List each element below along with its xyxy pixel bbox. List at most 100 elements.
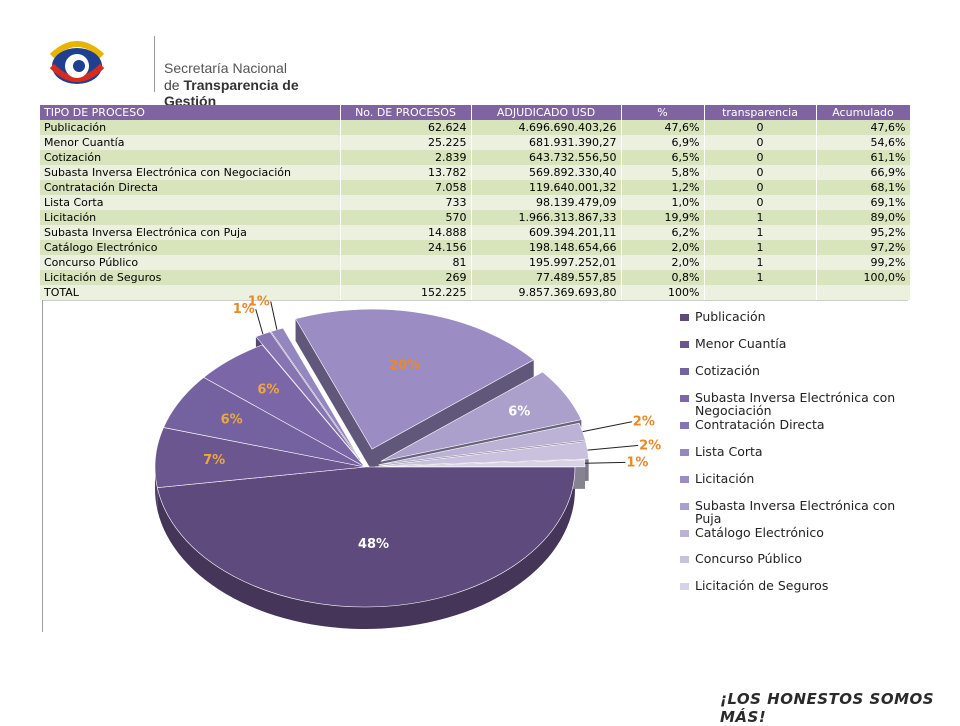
pie-leader-line [587,444,639,451]
pie-slice [270,327,360,459]
table-row: Publicación 62.624 4.696.690.403,26 47,6% 0 4… [40,120,911,135]
table-cell: TOTAL [40,285,341,300]
table-cell: 1 [704,225,817,240]
table-cell: 1,0% [621,195,705,210]
table-cell: 0,8% [621,270,705,285]
pie-data-label: 1% [626,455,648,470]
table-cell: 25.225 [340,135,472,150]
eye-logo-icon [49,41,105,84]
chart-border [42,300,43,632]
pie-data-label: 1% [233,302,255,317]
pie-leader-line [270,301,278,330]
table-cell: Menor Cuantía [40,135,341,150]
table-row: Concurso Público 81 195.997.252,01 2,0% 1 99,… [40,255,911,270]
table-cell: 0 [704,150,817,165]
legend-swatch [680,583,689,590]
legend-swatch [680,395,689,402]
legend-swatch [680,314,689,321]
column-header: % [621,105,705,120]
table-cell: 68,1% [816,180,911,195]
table-cell: Contratación Directa [40,180,341,195]
legend-swatch [680,368,689,375]
table-cell: 1,2% [621,180,705,195]
pie-data-label: 48% [358,537,389,552]
slogan: ¡LOS HONESTOS SOMOS MÁS! [720,690,935,726]
table-cell: Subasta Inversa Electrónica con Negociac… [40,165,341,180]
legend-label: Licitación [695,471,755,486]
legend-swatch [680,503,689,510]
table-cell: 1 [704,255,817,270]
table-cell: 24.156 [340,240,472,255]
table-cell: 733 [340,195,472,210]
pie-slice-face [372,359,534,472]
table-cell: 152.225 [340,285,472,300]
legend-swatch [680,422,689,429]
table-cell: 6,5% [621,150,705,165]
table-cell: 99,2% [816,255,911,270]
logo-divider [154,36,155,92]
table-cell: 1.966.313.867,33 [471,210,622,225]
column-header: No. DE PROCESOS [340,105,472,120]
process-table: TIPO DE PROCESO No. DE PROCESOS ADJUDICA… [40,105,911,300]
column-header: ADJUDICADO USD [471,105,622,120]
table-cell: 97,2% [816,240,911,255]
column-header: Acumulado [816,105,911,120]
table-cell: 6,9% [621,135,705,150]
table-row: Lista Corta 733 98.139.479,09 1,0% 0 69,1% [40,195,911,210]
table-cell: 119.640.001,32 [471,180,622,195]
table-cell: 195.997.252,01 [471,255,622,270]
table-cell: 47,6% [816,120,911,135]
legend-label: Catálogo Electrónico [695,525,824,540]
pie-data-label: 6% [257,382,279,397]
table-cell: 198.148.654,66 [471,240,622,255]
legend-label: Publicación [695,309,766,324]
table-cell: 19,9% [621,210,705,225]
chart-border [42,300,908,301]
table-cell: 1 [704,240,817,255]
pie-slice [380,371,582,462]
legend-swatch [680,341,689,348]
table-cell: 89,0% [816,210,911,225]
legend-swatch [680,556,689,563]
legend-swatch [680,530,689,537]
legend-label: Concurso Público [695,551,803,566]
table-cell: 6,2% [621,225,705,240]
table-cell [704,285,817,300]
table-cell: 81 [340,255,472,270]
table-cell: 1 [704,270,817,285]
legend-label: Cotización [695,363,760,378]
legend-label: Lista Corta [695,444,763,459]
table-cell: 66,9% [816,165,911,180]
table-cell: 100% [621,285,705,300]
table-row: Contratación Directa 7.058 119.640.001,32 1… [40,180,911,195]
table-row: Subasta Inversa Electrónica con Puja 14.8… [40,225,911,240]
table-cell: 570 [340,210,472,225]
pie-slice-side [157,467,575,630]
table-cell: 9.857.369.693,80 [471,285,622,300]
legend-swatch [680,476,689,483]
table-cell: 69,1% [816,195,911,210]
pie-data-label: 2% [633,415,655,430]
table-cell: 54,6% [816,135,911,150]
table-total-row: TOTAL 152.225 9.857.369.693,80 100% [40,285,911,300]
legend-label: Subasta Inversa Electrónica con Puja [695,498,896,526]
table-cell: 47,6% [621,120,705,135]
table-cell: 14.888 [340,225,472,240]
table-cell: Catálogo Electrónico [40,240,341,255]
pie-data-label: 6% [221,413,243,428]
table-cell: 0 [704,165,817,180]
table-cell: 62.624 [340,120,472,135]
legend-label: Menor Cuantía [695,336,787,351]
table-cell: 98.139.479,09 [471,195,622,210]
table-cell: 77.489.557,85 [471,270,622,285]
table-cell: 2,0% [621,255,705,270]
table-cell: 643.732.556,50 [471,150,622,165]
table-cell: 0 [704,135,817,150]
pie-data-label: 2% [639,438,661,453]
legend-label: Subasta Inversa Electrónica con Negociac… [695,390,896,418]
legend-label: Licitación de Seguros [695,578,829,593]
table-cell: 0 [704,120,817,135]
legend-label: Contratación Directa [695,417,825,432]
table-cell: 95,2% [816,225,911,240]
